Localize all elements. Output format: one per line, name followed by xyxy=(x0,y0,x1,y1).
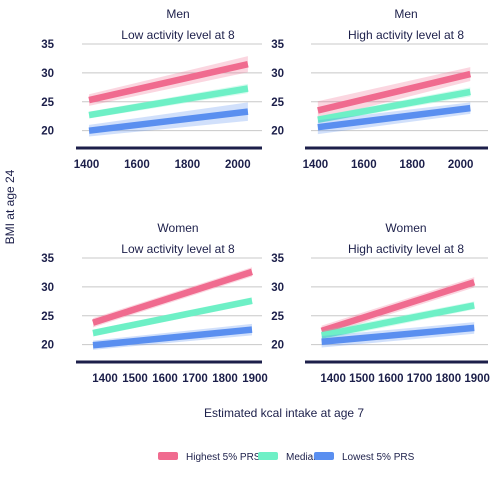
panel-subtitle: High activity level at 8 xyxy=(348,242,464,256)
x-tick-label: 1600 xyxy=(351,159,377,171)
x-tick-label: 1900 xyxy=(242,373,268,385)
y-tick-label: 25 xyxy=(271,97,284,109)
x-tick-label: 1500 xyxy=(349,373,375,385)
y-tick-label: 35 xyxy=(271,253,284,265)
x-tick-label: 1400 xyxy=(74,159,100,171)
y-tick-label: 30 xyxy=(41,282,54,294)
legend-swatch-median xyxy=(258,452,278,460)
y-tick-label: 25 xyxy=(41,97,54,109)
series-line-highest xyxy=(88,61,249,104)
series-line-median xyxy=(88,85,249,119)
x-tick-label: 1600 xyxy=(378,373,404,385)
panel-subtitle: Low activity level at 8 xyxy=(121,242,235,256)
x-tick-label: 1800 xyxy=(175,159,201,171)
series-line-median xyxy=(92,297,253,337)
x-tick-label: 2000 xyxy=(225,159,251,171)
panel-subtitle: Low activity level at 8 xyxy=(121,28,235,42)
chart-panel-3: Women Low activity level at 8 20 25 30 35 1400… xyxy=(41,221,268,385)
series-line-lowest xyxy=(92,326,253,349)
panel-title: Men xyxy=(166,7,189,21)
chart-legend: Highest 5% PRS Median Lowest 5% PRS xyxy=(158,452,415,463)
x-tick-label: 1400 xyxy=(303,159,329,171)
panel-subtitle: High activity level at 8 xyxy=(348,28,464,42)
y-tick-label: 35 xyxy=(271,39,284,51)
y-tick-label: 25 xyxy=(41,311,54,323)
x-tick-label: 1800 xyxy=(436,373,462,385)
series-line-lowest xyxy=(317,104,471,131)
x-tick-label: 1800 xyxy=(212,373,238,385)
y-tick-label: 20 xyxy=(41,126,54,138)
x-tick-label: 1900 xyxy=(464,373,490,385)
series-line-lowest xyxy=(88,108,249,134)
y-tick-label: 25 xyxy=(271,311,284,323)
legend-label-median: Median xyxy=(286,452,319,463)
x-tick-label: 1600 xyxy=(124,159,150,171)
y-tick-label: 20 xyxy=(41,340,54,352)
chart-panel-4: Women High activity level at 8 20 25 30 35 140… xyxy=(271,221,490,385)
x-tick-label: 2000 xyxy=(448,159,474,171)
x-tick-label: 1400 xyxy=(92,373,118,385)
x-axis-label: Estimated kcal intake at age 7 xyxy=(204,406,364,420)
y-tick-label: 35 xyxy=(41,39,54,51)
chart-panel-1: Men Low activity level at 8 20 25 30 35 1400 16… xyxy=(41,7,262,171)
legend-label-highest: Highest 5% PRS xyxy=(186,452,261,463)
y-tick-label: 30 xyxy=(41,68,54,80)
y-tick-label: 30 xyxy=(271,68,284,80)
x-tick-label: 1700 xyxy=(407,373,433,385)
y-axis-label: BMI at age 24 xyxy=(3,169,17,244)
series-line-lowest xyxy=(321,324,475,346)
y-tick-label: 35 xyxy=(41,253,54,265)
series-line-highest xyxy=(320,279,476,334)
panel-title: Men xyxy=(394,7,417,21)
x-tick-label: 1400 xyxy=(320,373,346,385)
series-line-median xyxy=(321,302,475,339)
x-tick-label: 1500 xyxy=(122,373,148,385)
chart-panels: Men Low activity level at 8 20 25 30 35 1400 16… xyxy=(41,7,490,385)
panel-title: Women xyxy=(157,221,198,235)
series-line-highest xyxy=(92,268,253,326)
series-line-median xyxy=(317,88,471,123)
y-tick-label: 30 xyxy=(271,282,284,294)
x-tick-label: 1600 xyxy=(152,373,178,385)
legend-swatch-highest xyxy=(158,452,178,460)
y-tick-label: 20 xyxy=(271,126,284,138)
series-line-highest xyxy=(317,70,472,114)
x-tick-label: 1800 xyxy=(399,159,425,171)
panel-title: Women xyxy=(385,221,426,235)
chart-panel-2: Men High activity level at 8 20 25 30 35 1400 1… xyxy=(271,7,488,171)
x-tick-label: 1700 xyxy=(182,373,208,385)
y-tick-label: 20 xyxy=(271,340,284,352)
legend-swatch-lowest xyxy=(314,452,334,460)
legend-label-lowest: Lowest 5% PRS xyxy=(342,452,415,463)
